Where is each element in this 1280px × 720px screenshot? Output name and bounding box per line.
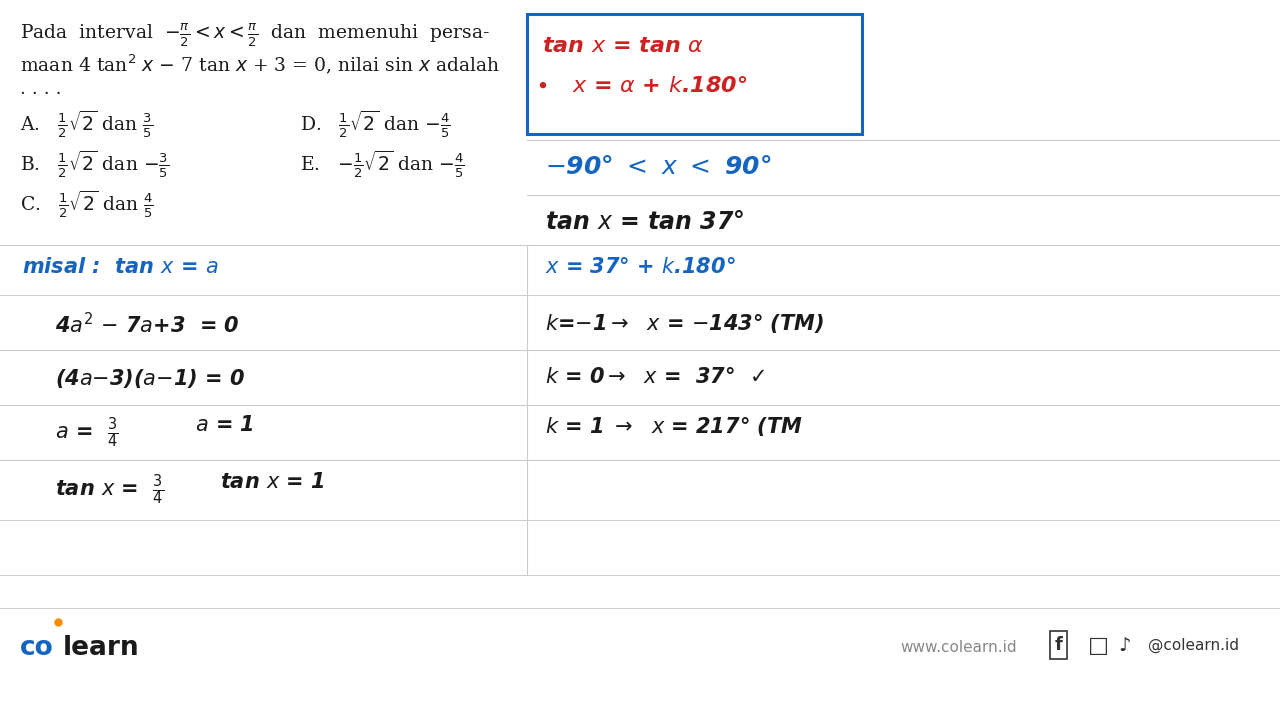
Text: tan $x$ = tan 37°: tan $x$ = tan 37° [545,210,745,234]
Text: ♪: ♪ [1117,636,1130,655]
Text: (4$a$$-$3)($a$$-$1) = 0: (4$a$$-$3)($a$$-$1) = 0 [55,367,244,390]
Text: C.   $\frac{1}{2}\sqrt{2}$ dan $\frac{4}{5}$: C. $\frac{1}{2}\sqrt{2}$ dan $\frac{4}{5… [20,188,154,220]
Text: B.   $\frac{1}{2}\sqrt{2}$ dan $-\frac{3}{5}$: B. $\frac{1}{2}\sqrt{2}$ dan $-\frac{3}{… [20,148,169,180]
Text: $x$ = 37° + $k$.180°: $x$ = 37° + $k$.180° [545,257,736,277]
Text: misal :  tan $x$ = $a$: misal : tan $x$ = $a$ [22,257,219,277]
Text: learn: learn [63,635,140,661]
Text: tan $x$ = 1: tan $x$ = 1 [220,472,325,492]
Text: $-$90° $<$ $x$ $<$ 90°: $-$90° $<$ $x$ $<$ 90° [545,155,772,179]
Text: $k$=$-$1$\rightarrow$  $x$ = $-$143° (TM): $k$=$-$1$\rightarrow$ $x$ = $-$143° (TM) [545,312,824,335]
Text: $k$ = 1 $\rightarrow$  $x$ = 217° (TM: $k$ = 1 $\rightarrow$ $x$ = 217° (TM [545,415,803,438]
Text: A.   $\frac{1}{2}\sqrt{2}$ dan $\frac{3}{5}$: A. $\frac{1}{2}\sqrt{2}$ dan $\frac{3}{5… [20,108,154,140]
Text: $k$ = 0$\rightarrow$  $x$ =  37°  $\checkmark$: $k$ = 0$\rightarrow$ $x$ = 37° $\checkma… [545,367,765,387]
Text: 4$a^2$ $-$ 7$a$+3  = 0: 4$a^2$ $-$ 7$a$+3 = 0 [55,312,239,337]
FancyBboxPatch shape [527,14,861,134]
Text: $a$ = 1: $a$ = 1 [195,415,253,435]
Text: D.   $\frac{1}{2}\sqrt{2}$ dan $-\frac{4}{5}$: D. $\frac{1}{2}\sqrt{2}$ dan $-\frac{4}{… [300,108,451,140]
Text: www.colearn.id: www.colearn.id [900,640,1016,655]
Text: maan 4 tan$^2$ $x$ $-$ 7 tan $x$ + 3 = 0, nilai sin $x$ adalah: maan 4 tan$^2$ $x$ $-$ 7 tan $x$ + 3 = 0… [20,52,500,76]
Text: tan $x$ =  $\frac{3}{4}$: tan $x$ = $\frac{3}{4}$ [55,472,164,506]
Text: f: f [1055,636,1062,654]
Text: . . . .: . . . . [20,80,61,98]
Text: co: co [20,635,54,661]
Text: tan $x$ = tan $\alpha$: tan $x$ = tan $\alpha$ [541,36,704,56]
Text: E.   $-\frac{1}{2}\sqrt{2}$ dan $-\frac{4}{5}$: E. $-\frac{1}{2}\sqrt{2}$ dan $-\frac{4}… [300,148,465,180]
Text: @colearn.id: @colearn.id [1148,638,1239,653]
Text: □: □ [1088,636,1108,656]
Text: $a$ =  $\frac{3}{4}$: $a$ = $\frac{3}{4}$ [55,415,118,449]
Text: $\bullet$   $x$ = $\alpha$ + $k$.180°: $\bullet$ $x$ = $\alpha$ + $k$.180° [535,76,748,96]
Text: Pada  interval  $-\frac{\pi}{2} < x < \frac{\pi}{2}$  dan  memenuhi  persa-: Pada interval $-\frac{\pi}{2} < x < \fra… [20,22,490,50]
